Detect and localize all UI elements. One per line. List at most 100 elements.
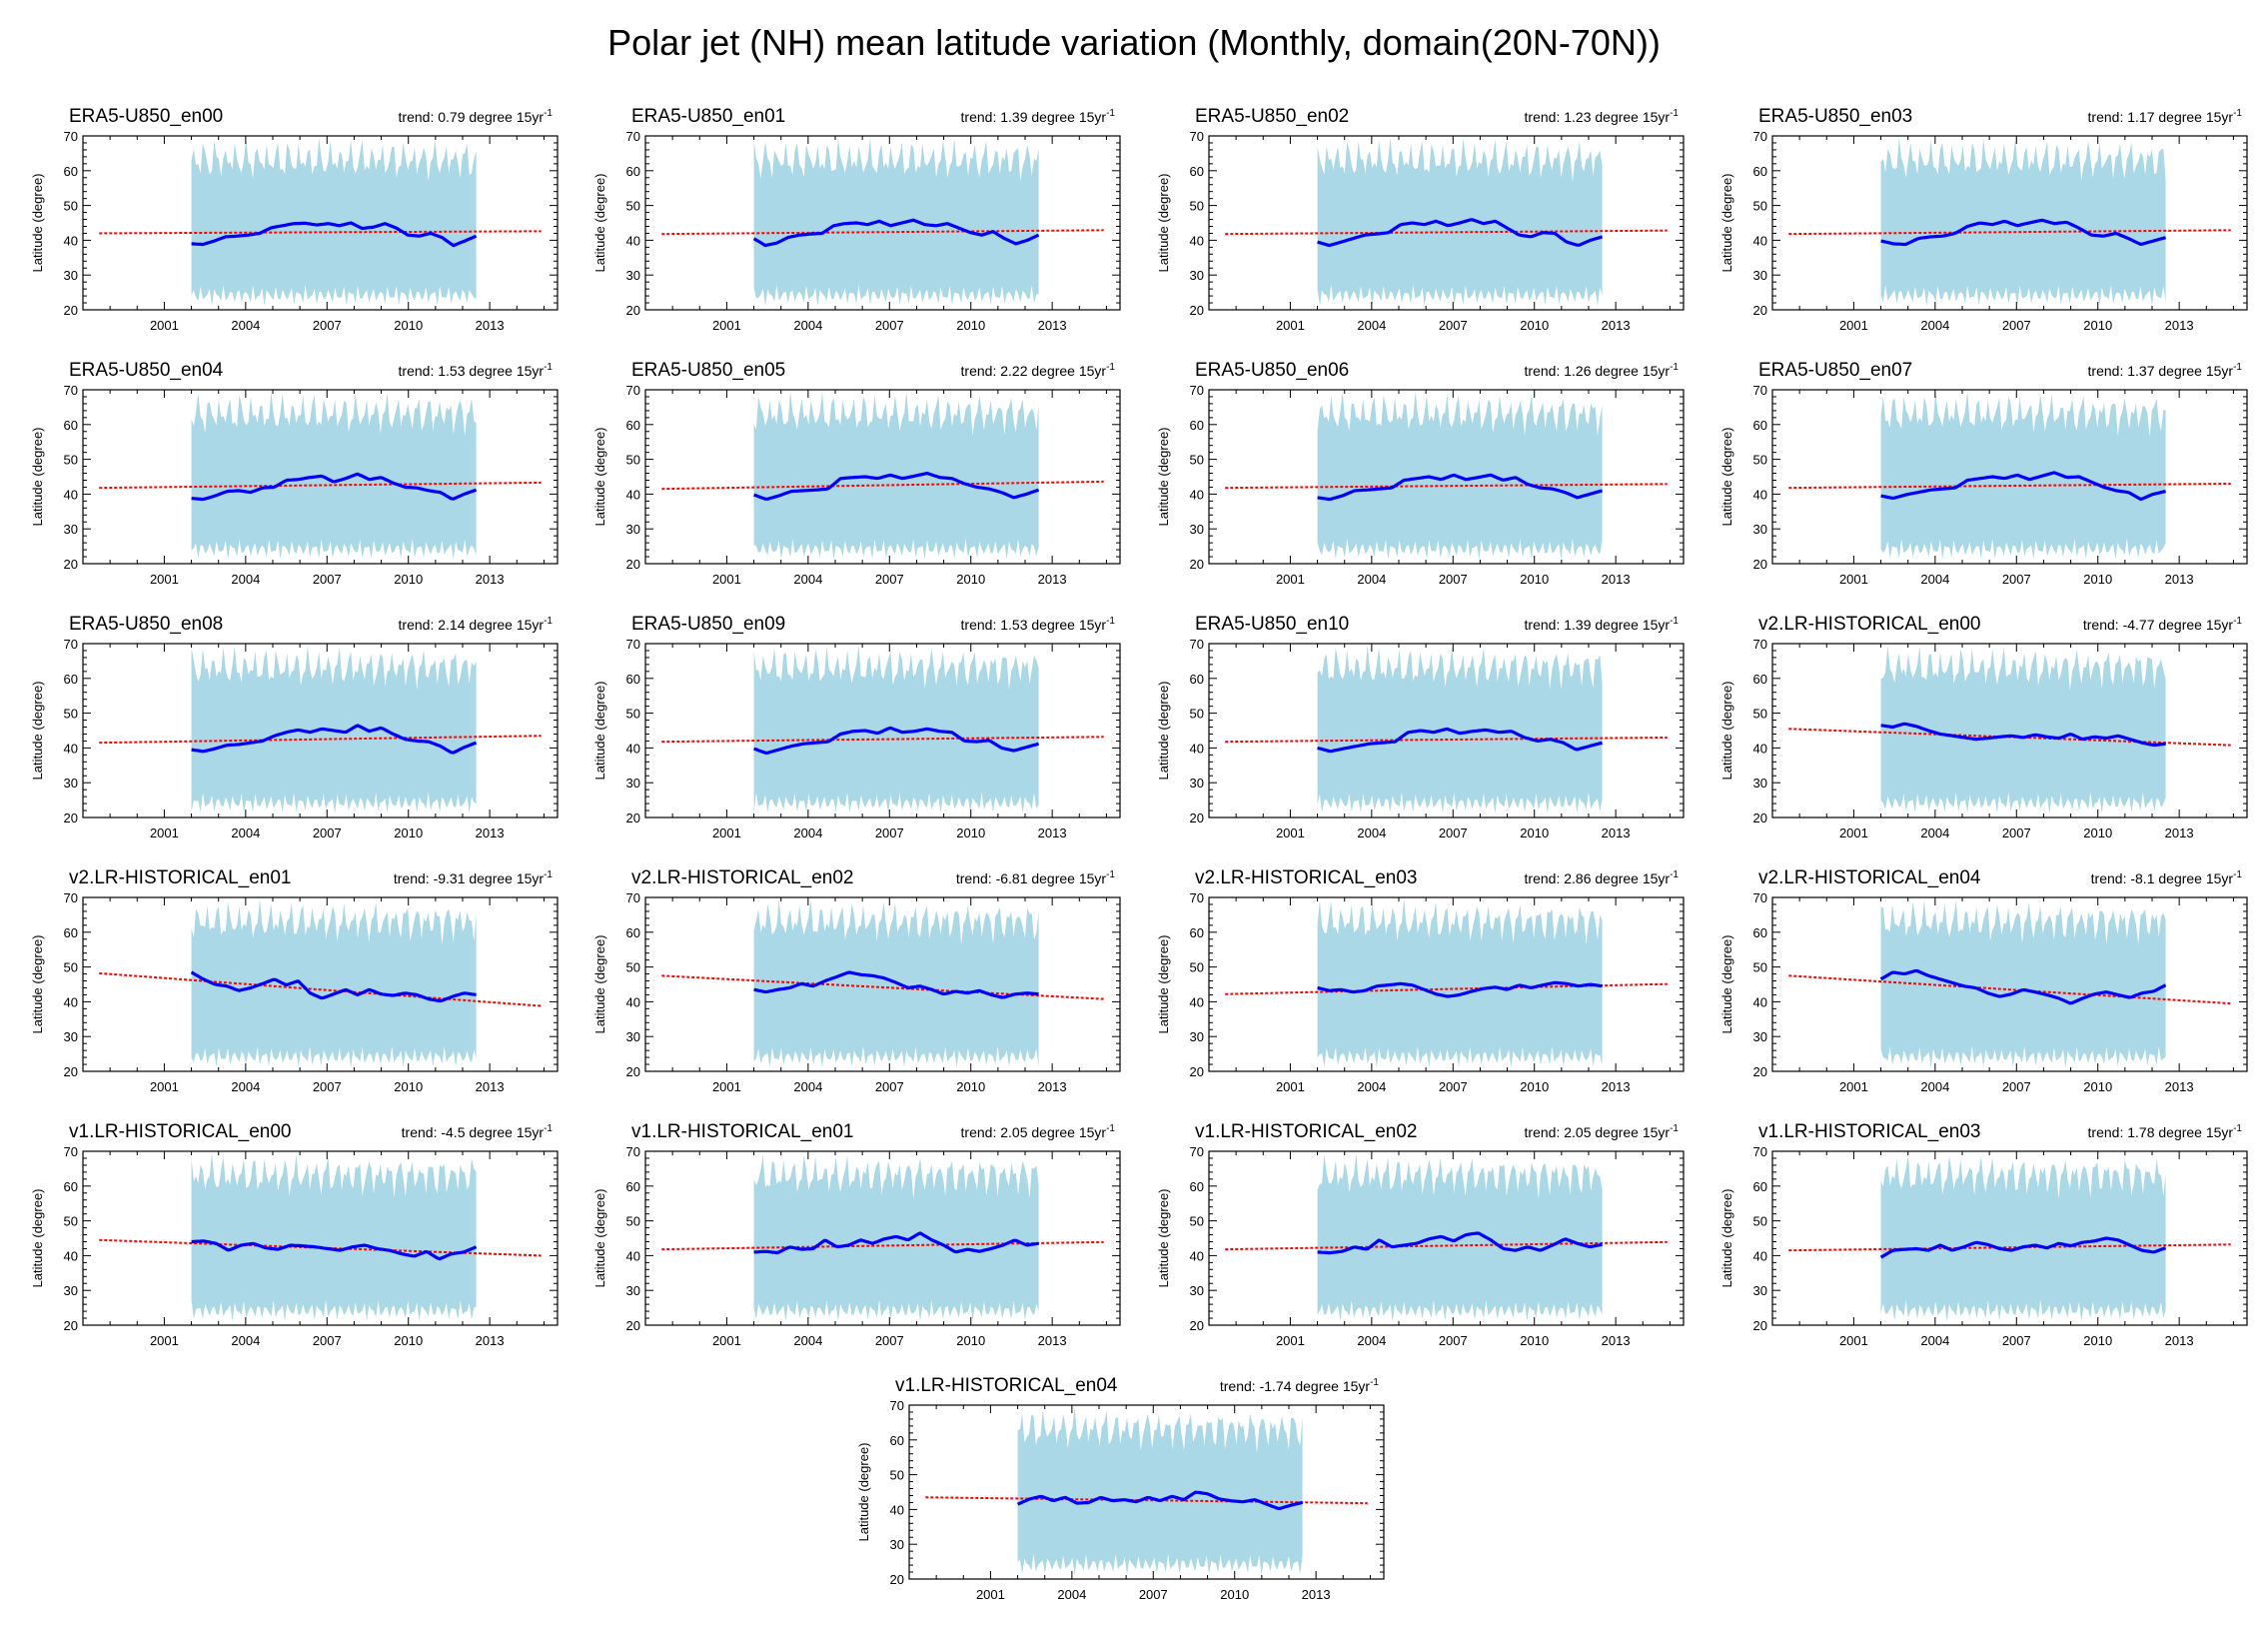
plot-frame [1208,1150,1685,1326]
x-tick-label: 2007 [1439,572,1468,587]
plot-frame [82,1150,559,1326]
panel-17: v1.LR-HISTORICAL_en01 trend: 2.05 degree … [592,1121,1121,1348]
trend-line [925,1496,1368,1505]
mean-line [1880,722,2166,748]
x-tick-label: 2013 [1602,1079,1631,1094]
y-tick-label: 20 [64,1318,78,1333]
y-tick-label: 40 [626,487,640,502]
band-lower-mask [191,539,477,564]
mean-line [1317,980,1603,998]
y-axis-label: Latitude (degree) [30,1188,45,1287]
x-tick-label: 2010 [956,1079,985,1094]
y-axis-label: Latitude (degree) [592,427,607,526]
y-tick-label: 40 [1190,994,1204,1009]
y-tick-label: 30 [1753,268,1767,283]
y-tick-label: 70 [64,637,78,652]
x-tick-label: 2001 [1839,825,1868,840]
y-tick-label: 20 [626,557,640,572]
y-tick-label: 60 [64,925,78,940]
x-tick-label: 2007 [313,825,342,840]
trend-line [1225,1240,1668,1251]
x-tick-label: 2010 [1520,1079,1549,1094]
y-tick-label: 70 [64,1144,78,1159]
y-axis-label: Latitude (degree) [1719,681,1734,780]
y-tick-label: 30 [626,522,640,537]
trend-line [1225,229,1668,236]
y-axis-label: Latitude (degree) [1719,427,1734,526]
y-tick-label: 70 [626,383,640,398]
spread-band [191,392,477,564]
y-tick-label: 70 [1753,1144,1767,1159]
trend-line [661,229,1104,236]
x-tick-label: 2001 [1276,825,1305,840]
panel-title: v1.LR-HISTORICAL_en01 [631,1121,853,1142]
y-tick-label: 50 [626,1214,640,1229]
x-tick-label: 2001 [712,318,741,333]
x-tick-label: 2013 [2165,1079,2194,1094]
x-tick-label: 2013 [1038,1333,1067,1348]
y-tick-label: 30 [626,268,640,283]
plot-frame [1208,135,1685,311]
y-tick-label: 60 [1753,164,1767,179]
y-tick-label: 60 [1190,925,1204,940]
x-tick-label: 2010 [394,1333,423,1348]
y-tick-label: 50 [890,1468,904,1483]
x-tick-label: 2001 [1276,1333,1305,1348]
panel-title: v1.LR-HISTORICAL_en00 [69,1121,291,1142]
band-lower-mask [1880,1045,2166,1071]
x-tick-label: 2004 [793,1079,822,1094]
x-tick-label: 2013 [1602,318,1631,333]
x-tick-label: 2007 [2002,825,2031,840]
x-tick-label: 2013 [476,1079,505,1094]
y-tick-label: 30 [890,1537,904,1552]
y-tick-label: 50 [1190,453,1204,468]
x-tick-label: 2010 [394,572,423,587]
panel-trend-label: trend: -4.5 degree 15yr-1 [402,1123,554,1140]
x-tick-label: 2010 [2083,318,2112,333]
panel-20: v1.LR-HISTORICAL_en04 trend: -1.74 degree… [856,1375,1385,1602]
panel-title: ERA5-U850_en03 [1758,106,1912,127]
x-tick-label: 2013 [1602,572,1631,587]
trend-line [1225,736,1668,744]
panel-14: v2.LR-HISTORICAL_en03 trend: 2.86 degree … [1156,867,1685,1094]
x-tick-label: 2010 [956,1333,985,1348]
y-axis-label: Latitude (degree) [592,934,607,1033]
y-tick-label: 40 [64,741,78,756]
panel-trend-label: trend: 1.39 degree 15yr-1 [961,108,1116,125]
y-tick-label: 50 [1190,1214,1204,1229]
y-tick-label: 20 [890,1572,904,1587]
y-axis-label: Latitude (degree) [1719,173,1734,272]
y-tick-label: 40 [1190,487,1204,502]
panel-12: v2.LR-HISTORICAL_en01 trend: -9.31 degree… [30,867,559,1094]
y-tick-label: 70 [626,1144,640,1159]
spread-band [1880,899,2166,1071]
x-tick-label: 2013 [2165,825,2194,840]
x-tick-label: 2013 [1038,318,1067,333]
trend-line [661,480,1104,491]
panel-7: ERA5-U850_en07 trend: 1.37 degree 15yr-1 2… [1719,360,2248,587]
x-tick-label: 2001 [712,572,741,587]
x-tick-label: 2004 [793,318,822,333]
x-tick-label: 2010 [1520,572,1549,587]
trend-line [1225,483,1668,490]
x-tick-label: 2010 [956,318,985,333]
spread-band [191,1152,477,1325]
band-lower-mask [753,792,1039,817]
y-tick-label: 30 [64,1283,78,1298]
y-tick-label: 60 [64,418,78,433]
panel-title: ERA5-U850_en09 [631,614,785,635]
y-tick-label: 60 [64,672,78,687]
y-tick-label: 20 [1190,557,1204,572]
band-lower-mask [753,1299,1039,1325]
y-tick-label: 40 [64,994,78,1009]
trend-line [1788,974,2231,1005]
y-tick-label: 20 [626,1064,640,1079]
x-tick-label: 2001 [150,1333,179,1348]
x-tick-label: 2010 [394,825,423,840]
panel-title: v1.LR-HISTORICAL_en04 [895,1375,1118,1396]
y-tick-label: 40 [64,233,78,248]
spread-band [1317,645,1603,817]
x-tick-label: 2013 [1038,572,1067,587]
spread-band [753,1155,1039,1325]
x-tick-label: 2013 [476,1333,505,1348]
